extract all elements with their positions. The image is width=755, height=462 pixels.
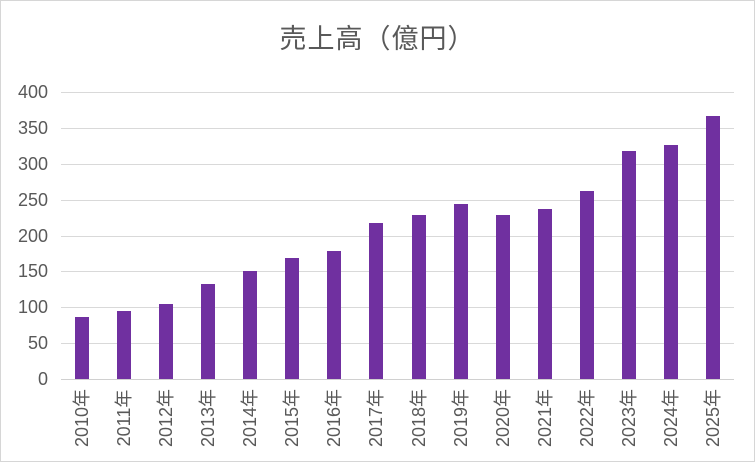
gridline-350 <box>61 128 734 129</box>
x-tick-label-2017: 2017年 <box>366 388 386 448</box>
x-tick-label-2013: 2013年 <box>198 388 218 448</box>
bar-2013 <box>201 284 215 379</box>
x-tick-label-2019: 2019年 <box>451 388 471 448</box>
gridline-400 <box>61 92 734 93</box>
bar-2010 <box>75 317 89 379</box>
bar-2012 <box>159 304 173 379</box>
bar-2017 <box>369 223 383 379</box>
gridline-150 <box>61 271 734 272</box>
bar-2023 <box>622 151 636 379</box>
x-tick-label-2023: 2023年 <box>619 388 639 448</box>
bar-2025 <box>706 116 720 379</box>
bar-2016 <box>327 251 341 379</box>
x-tick-label-2016: 2016年 <box>324 388 344 448</box>
x-tick-label-2020: 2020年 <box>493 388 513 448</box>
bar-2015 <box>285 258 299 379</box>
chart-title: 売上高（億円） <box>279 24 476 54</box>
x-tick-label-2018: 2018年 <box>409 388 429 448</box>
x-tick-label-2025: 2025年 <box>703 388 723 448</box>
bar-2022 <box>580 191 594 379</box>
bar-2019 <box>454 204 468 379</box>
x-tick-label-2010: 2010年 <box>72 388 92 448</box>
gridline-250 <box>61 200 734 201</box>
gridline-300 <box>61 164 734 165</box>
bar-2018 <box>412 215 426 379</box>
y-tick-label-50: 50 <box>27 333 48 353</box>
bar-2024 <box>664 145 678 379</box>
gridline-50 <box>61 343 734 344</box>
x-tick-label-2014: 2014年 <box>240 388 260 448</box>
x-tick-label-2021: 2021年 <box>535 388 555 448</box>
y-tick-label-200: 200 <box>17 226 48 246</box>
y-tick-label-350: 350 <box>17 118 48 138</box>
gridline-100 <box>61 307 734 308</box>
y-tick-label-0: 0 <box>37 369 48 389</box>
bar-2020 <box>496 215 510 379</box>
y-tick-label-300: 300 <box>17 154 48 174</box>
x-tick-label-2011: 2011年 <box>114 389 134 447</box>
y-tick-label-250: 250 <box>17 190 48 210</box>
y-tick-label-100: 100 <box>17 297 48 317</box>
y-tick-label-150: 150 <box>17 261 48 281</box>
y-tick-label-400: 400 <box>17 82 48 102</box>
bar-2011 <box>117 311 131 379</box>
bar-2021 <box>538 209 552 379</box>
x-tick-label-2015: 2015年 <box>282 388 302 448</box>
x-tick-label-2012: 2012年 <box>156 388 176 448</box>
gridline-200 <box>61 236 734 237</box>
x-tick-label-2022: 2022年 <box>577 388 597 448</box>
bar-2014 <box>243 271 257 379</box>
x-tick-label-2024: 2024年 <box>661 388 681 448</box>
x-axis-line <box>61 379 734 380</box>
